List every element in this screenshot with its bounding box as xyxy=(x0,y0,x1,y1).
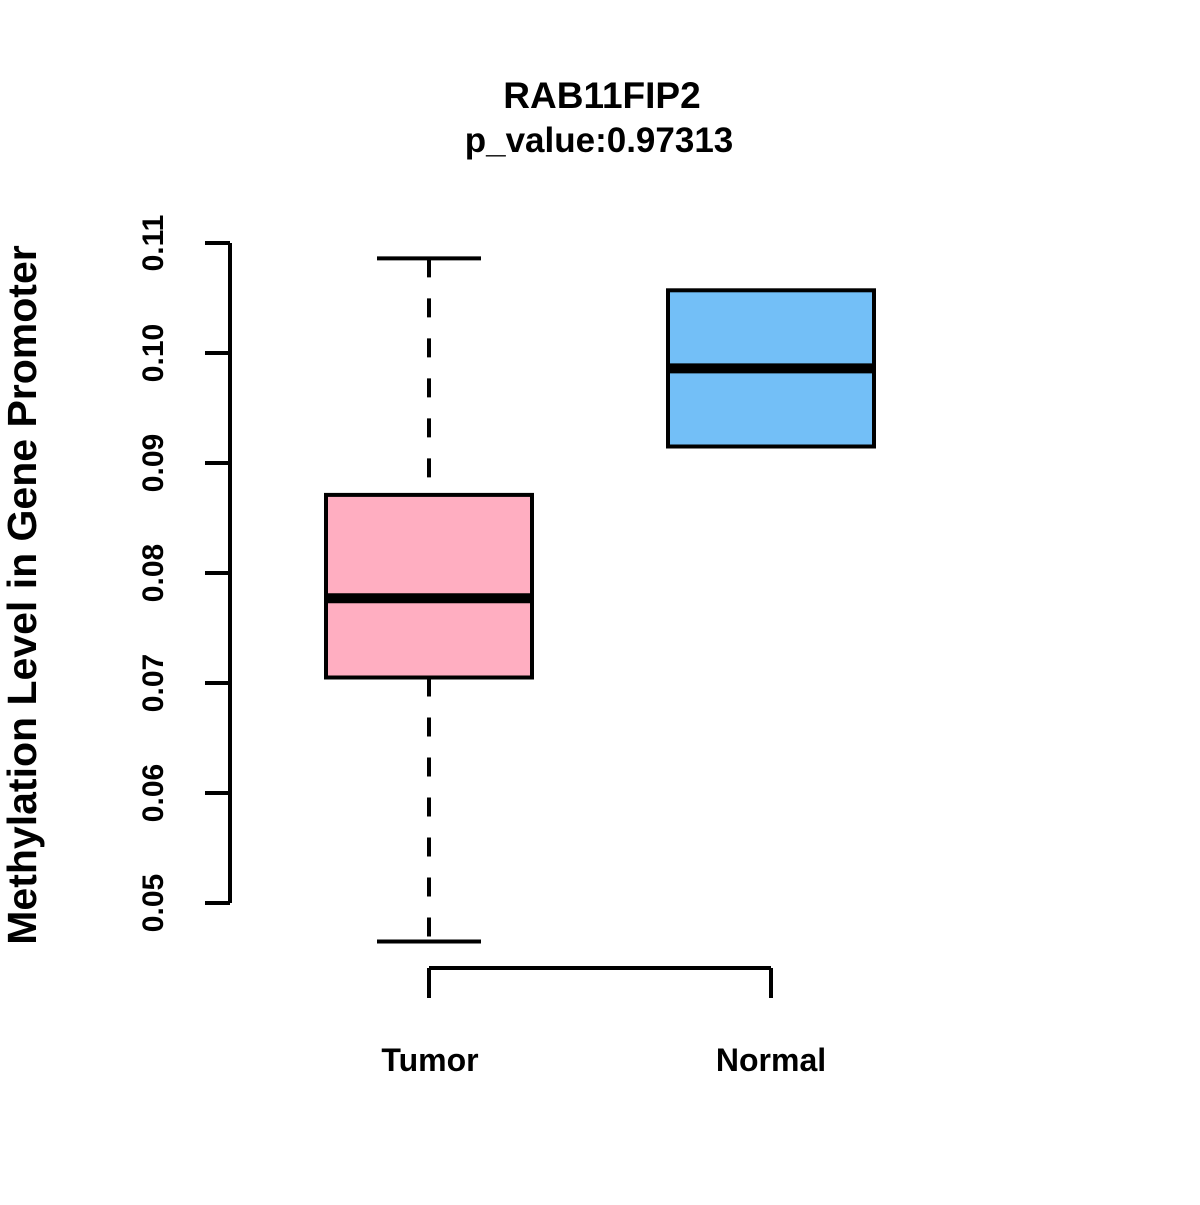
y-axis: 0.05 0.06 0.07 0.08 0.09 0.10 0.11 xyxy=(137,215,232,932)
y-axis-tick-label: 0.06 xyxy=(137,764,170,822)
category-label-tumor: Tumor xyxy=(381,1042,478,1078)
tumor-boxplot xyxy=(324,256,534,944)
y-axis-tick-label: 0.08 xyxy=(137,544,170,602)
y-axis-tick-label: 0.09 xyxy=(137,434,170,492)
x-axis-bracket xyxy=(427,966,773,998)
chart-title: RAB11FIP2 xyxy=(503,75,700,116)
boxplot-boxes xyxy=(324,256,876,944)
y-axis-tick-label: 0.11 xyxy=(137,215,170,272)
y-axis-label: Methylation Level in Gene Promoter xyxy=(0,245,45,944)
normal-boxplot xyxy=(666,288,876,449)
y-axis-tick-label: 0.05 xyxy=(137,874,170,932)
y-axis-tick-label: 0.07 xyxy=(137,654,170,712)
iqr-box xyxy=(324,492,534,680)
y-axis-tick-label: 0.10 xyxy=(137,324,170,382)
category-label-normal: Normal xyxy=(716,1042,826,1078)
chart-subtitle: p_value:0.97313 xyxy=(465,121,734,160)
